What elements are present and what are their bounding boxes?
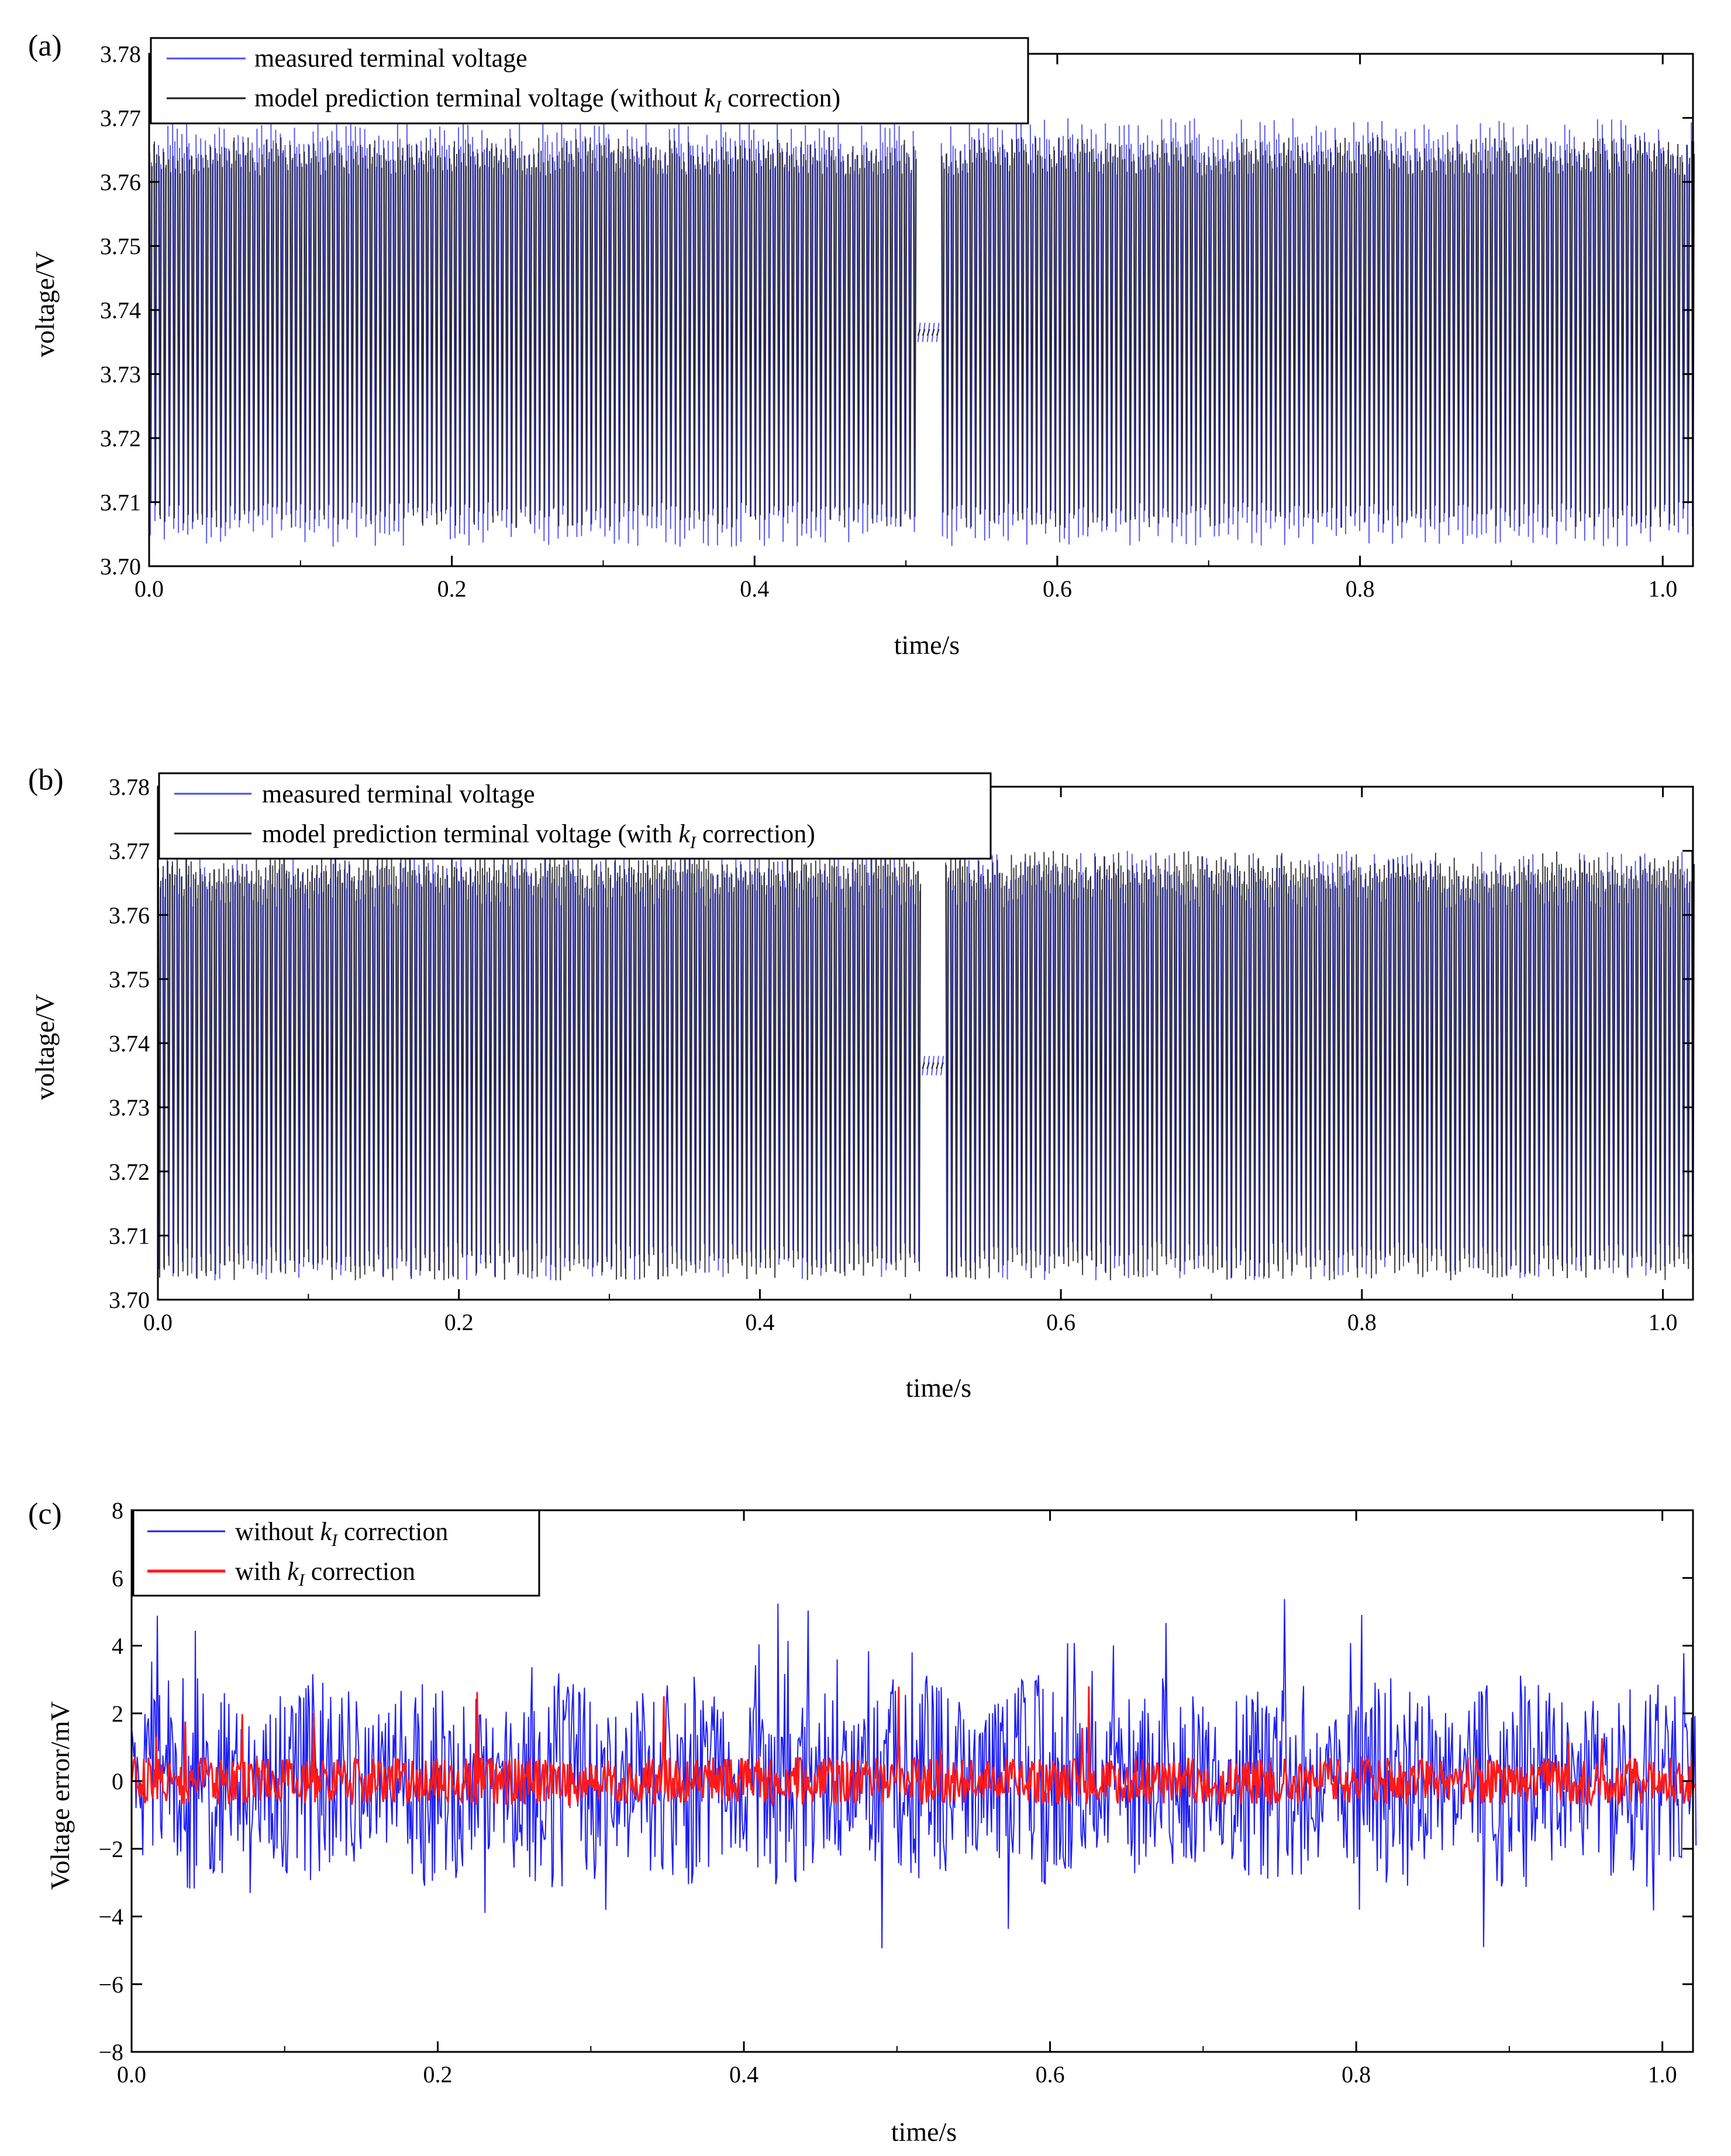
panel-c-legend-with-main: with: [235, 1557, 287, 1586]
panel-c-x-tick-label: 0.0: [117, 2061, 146, 2088]
panel-c-y-tick-label: 0: [112, 1768, 123, 1795]
panel-c-y-tick-label: 6: [112, 1565, 123, 1592]
panel-b-y-tick-label: 3.71: [109, 1222, 150, 1249]
panel-a-y-tick-label: 3.72: [100, 425, 141, 452]
panel-b-y-tick-label: 3.73: [109, 1094, 150, 1121]
panel-a-y-tick-label: 3.70: [100, 553, 141, 580]
panel-b-legend-model-sub: I: [689, 833, 697, 852]
panel-b-y-tick-label: 3.78: [109, 774, 150, 800]
panel-b-x-tick-label: 0.4: [745, 1309, 774, 1335]
panel-a-x-tick-label: 1.0: [1648, 576, 1677, 602]
panel-b-y-tick-label: 3.76: [109, 902, 150, 928]
panel-b-y-tick-label: 3.77: [109, 838, 150, 865]
panel-c-legend-with-sub: I: [298, 1570, 306, 1590]
panel-a-x-tick-label: 0.4: [740, 576, 769, 602]
panel-c-x-axis-title: time/s: [891, 2117, 957, 2147]
panel-a-x-tick-label: 0.8: [1346, 576, 1375, 602]
panel-c-y-tick-label: −6: [98, 1971, 123, 1997]
panel-c-legend-with-tail: correction: [305, 1557, 415, 1586]
panel-c-legend-without-sub: I: [331, 1531, 339, 1550]
panel-b-x-tick-label: 0.2: [444, 1309, 474, 1335]
panel-b-x-tick-label: 0.8: [1347, 1309, 1377, 1335]
panel-a-y-tick-label: 3.75: [100, 233, 141, 260]
panel-a-legend-box: [150, 37, 1029, 125]
panel-c-x-tick-label: 0.2: [423, 2061, 453, 2088]
panel-b-x-tick-label: 0.0: [143, 1309, 173, 1335]
panel-c-legend-label-with: with kI correction: [235, 1557, 415, 1590]
panel-a-legend-model-sub: I: [715, 97, 722, 116]
panel-b-x-axis-title: time/s: [906, 1373, 971, 1403]
panel-b-y-tick-label: 3.74: [109, 1031, 150, 1057]
panel-c-x-tick-label: 0.4: [729, 2061, 758, 2088]
panel-b-y-axis-title: voltage/V: [30, 994, 60, 1100]
panel-b-y-tick-label: 3.70: [109, 1287, 150, 1313]
panel-a-label: (a): [28, 29, 62, 63]
panel-b-x-tick-label: 0.6: [1046, 1309, 1075, 1335]
panel-b-legend-box: [158, 772, 992, 860]
panel-a-y-tick-label: 3.76: [100, 169, 141, 195]
panel-b-legend-model-k: k: [678, 819, 691, 848]
panel-c-y-axis-title: Voltage error/mV: [45, 1702, 75, 1890]
panel-c-x-tick-label: 0.8: [1342, 2061, 1371, 2088]
panel-b-label: (b): [28, 763, 64, 797]
panel-a-chart: (a) voltage/V time/s 0.0 0.2 0.4 0.6 0.8 1.0 3…: [28, 29, 1695, 660]
panel-b-legend-model-tail: correction): [696, 819, 815, 848]
panel-a-y-tick-label: 3.74: [100, 297, 141, 323]
panel-c-legend-without-tail: correction: [337, 1517, 448, 1546]
panel-a-legend-model-main: model prediction terminal voltage (witho…: [254, 84, 704, 112]
panel-a-y-axis-title: voltage/V: [30, 251, 60, 357]
panel-a-legend: measured terminal voltage model predicti…: [150, 37, 1029, 125]
panel-a-x-tick-label: 0.0: [135, 576, 164, 602]
panel-a-y-tick-label: 3.71: [100, 490, 141, 516]
panel-c-y-tick-label: 8: [112, 1497, 123, 1524]
panel-c-legend-with-k: k: [287, 1557, 299, 1586]
panel-c-plot-area: 0.0 0.2 0.4 0.6 0.8 1.0 −8 −6 −4 −2 0 2 4 6 8: [98, 1497, 1697, 2088]
panel-b-legend-label-measured: measured terminal voltage: [262, 780, 535, 808]
panel-c-label: (c): [28, 1497, 62, 1531]
panel-c-y-tick-label: 4: [112, 1633, 123, 1659]
panel-c-chart: (c) Voltage error/mV time/s 0.0 0.2 0.4 0.6…: [28, 1497, 1697, 2147]
panel-a-x-tick-label: 0.2: [437, 576, 467, 602]
panel-c-legend-without-k: k: [320, 1517, 332, 1546]
panel-c-x-tick-label: 1.0: [1648, 2061, 1677, 2088]
panel-a-legend-label-model: model prediction terminal voltage (witho…: [254, 84, 840, 116]
panel-a-legend-model-tail: correction): [721, 84, 840, 112]
panel-a-y-tick-label: 3.77: [100, 105, 141, 132]
panel-a-x-tick-label: 0.6: [1043, 576, 1072, 602]
panel-a-plot-area: 0.0 0.2 0.4 0.6 0.8 1.0 3.70 3.71 3.72 3.73 3.74 3.…: [100, 41, 1695, 602]
panel-c-legend-without-main: without: [235, 1517, 320, 1546]
panel-c-series-with-correction: [130, 1686, 1697, 1807]
panel-c-x-tick-label: 0.6: [1036, 2061, 1065, 2088]
panel-b-y-tick-label: 3.72: [109, 1159, 150, 1185]
panel-b-x-tick-label: 1.0: [1649, 1309, 1678, 1335]
panel-c-y-tick-label: −8: [98, 2039, 123, 2065]
panel-c-y-tick-label: 2: [112, 1700, 123, 1727]
panel-c-y-tick-label: −4: [98, 1904, 123, 1930]
panel-b-legend: measured terminal voltage model predicti…: [158, 772, 992, 860]
panel-c-legend-box: [132, 1509, 540, 1597]
panel-c-series-without-correction: [131, 1599, 1697, 1948]
panel-a-y-tick-label: 3.73: [100, 361, 141, 388]
panel-c-legend: without kI correction with kI correction: [132, 1509, 540, 1597]
panel-a-x-axis-title: time/s: [894, 630, 960, 660]
panel-b-series-model: [158, 850, 1695, 1281]
panel-c-legend-label-without: without kI correction: [235, 1517, 448, 1550]
panel-b-legend-label-model: model prediction terminal voltage (with …: [262, 819, 815, 852]
panel-a-legend-label-measured: measured terminal voltage: [254, 44, 527, 73]
panel-a-y-tick-label: 3.78: [100, 41, 141, 67]
panel-a-legend-model-k: k: [704, 84, 716, 112]
panel-b-legend-model-main: model prediction terminal voltage (with: [262, 819, 678, 848]
panel-c-y-tick-label: −2: [98, 1836, 123, 1862]
panel-b-chart: (b) voltage/V time/s 0.0 0.2 0.4 0.6 0.8 1.0 3…: [28, 763, 1695, 1403]
panel-b-y-tick-label: 3.75: [109, 966, 150, 993]
